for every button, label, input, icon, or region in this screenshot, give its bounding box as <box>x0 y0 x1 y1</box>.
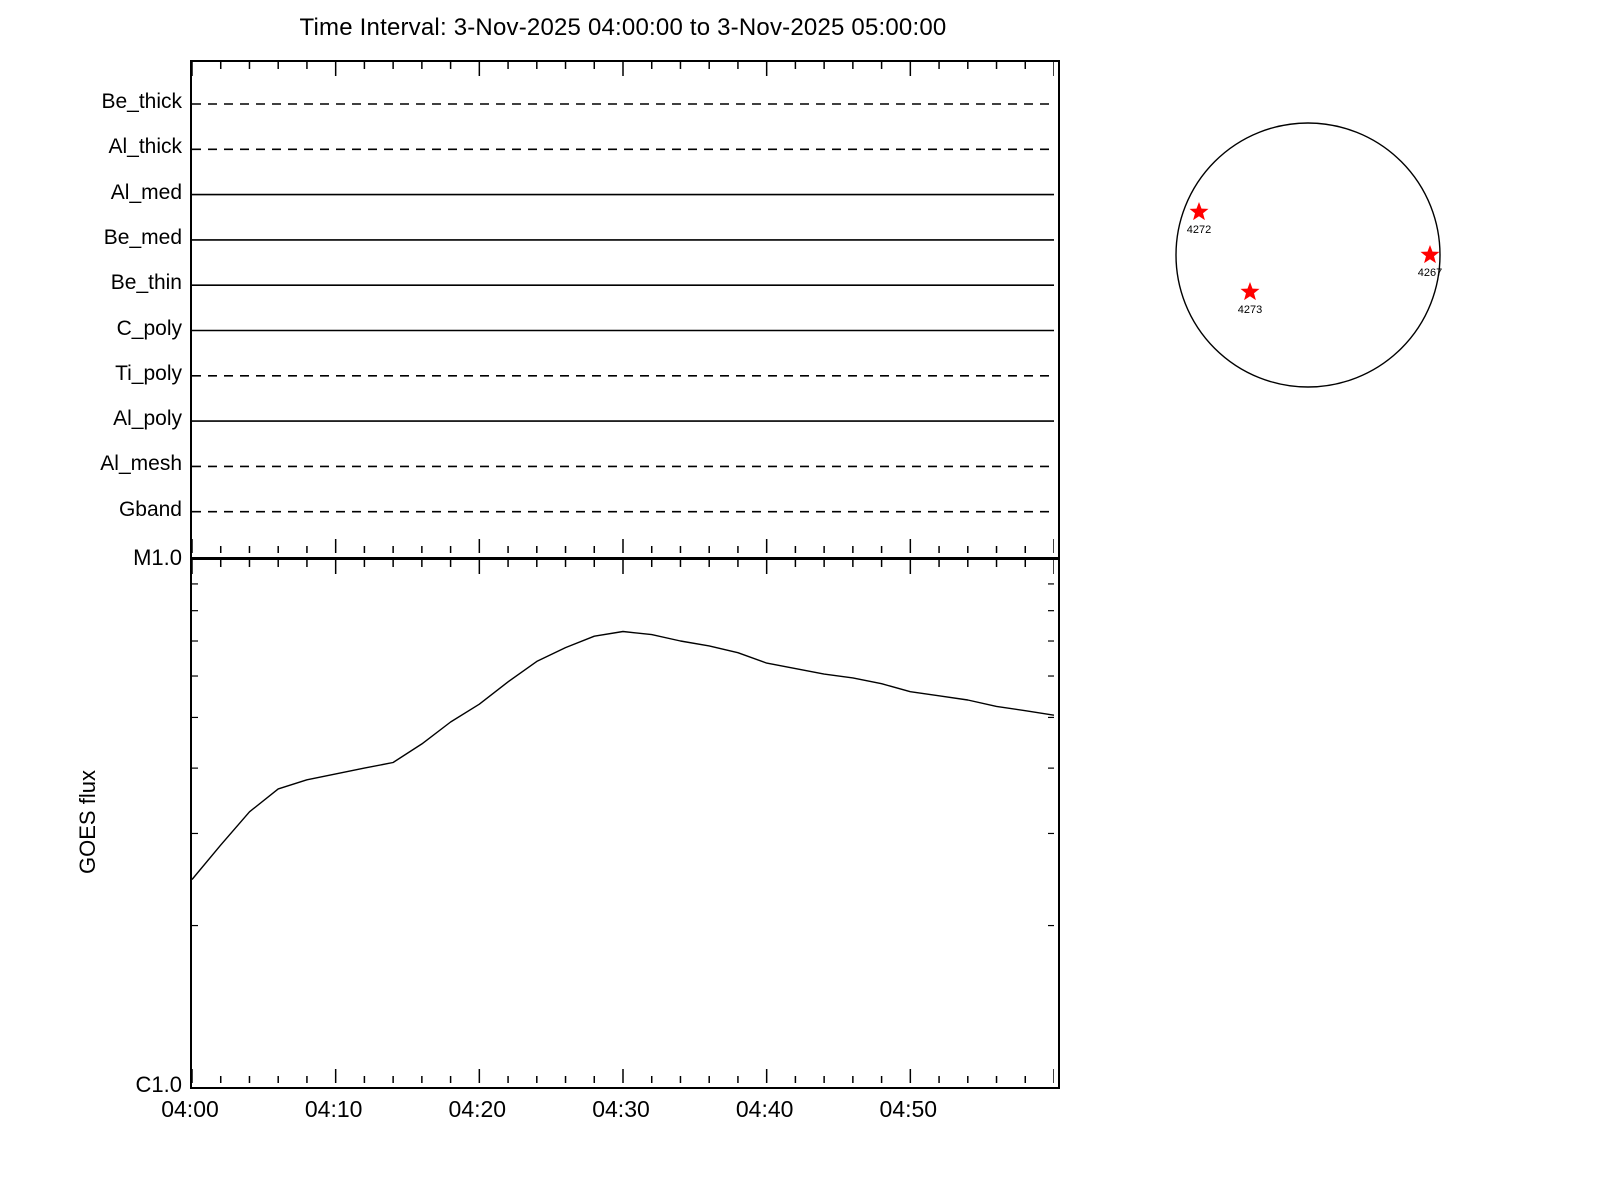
goes-flux-panel <box>190 558 1060 1089</box>
active-region-label-4272: 4272 <box>1187 224 1211 236</box>
filter-label-Be_thin: Be_thin <box>110 271 182 295</box>
solar-disk: 4272 4267 4273 <box>1175 122 1442 388</box>
active-region-star-4272 <box>1189 202 1209 221</box>
goes-flux-plot <box>192 560 1054 1083</box>
xrt-filter-timeline-panel <box>190 60 1060 559</box>
active-region-star-4267 <box>1420 245 1440 264</box>
xrt-filter-timeline-plot <box>192 62 1054 553</box>
x-tick-label-04:50: 04:50 <box>879 1096 938 1122</box>
x-tick-label-04:20: 04:20 <box>448 1096 507 1122</box>
filter-label-C_poly: C_poly <box>116 316 182 340</box>
goes-y-top-label: M1.0 <box>133 545 182 570</box>
filter-label-Al_mesh: Al_mesh <box>100 452 182 476</box>
x-tick-label-04:40: 04:40 <box>735 1096 794 1122</box>
goes-flux-curve <box>192 630 1054 880</box>
plot-title: Time Interval: 3-Nov-2025 04:00:00 to 3-… <box>299 14 947 41</box>
solar-limb-circle <box>1175 122 1441 388</box>
filter-label-Be_thick: Be_thick <box>101 90 182 113</box>
goes-y-bottom-label: C1.0 <box>135 1072 182 1097</box>
filter-label-Be_med: Be_med <box>103 225 182 249</box>
x-tick-label-04:10: 04:10 <box>304 1096 363 1122</box>
filter-label-Al_med: Al_med <box>110 180 182 204</box>
goes-y-axis-title: GOES flux <box>75 770 100 874</box>
active-region-label-4267: 4267 <box>1418 267 1442 279</box>
filter-label-Gband: Gband <box>118 497 182 521</box>
filter-label-Al_thick: Al_thick <box>108 135 182 159</box>
x-tick-label-04:00: 04:00 <box>161 1096 219 1122</box>
filter-label-Al_poly: Al_poly <box>113 407 182 431</box>
filter-label-Ti_poly: Ti_poly <box>115 361 182 385</box>
x-tick-label-04:30: 04:30 <box>592 1096 650 1122</box>
active-region-star-4273 <box>1240 282 1260 301</box>
active-region-label-4273: 4273 <box>1238 304 1262 316</box>
